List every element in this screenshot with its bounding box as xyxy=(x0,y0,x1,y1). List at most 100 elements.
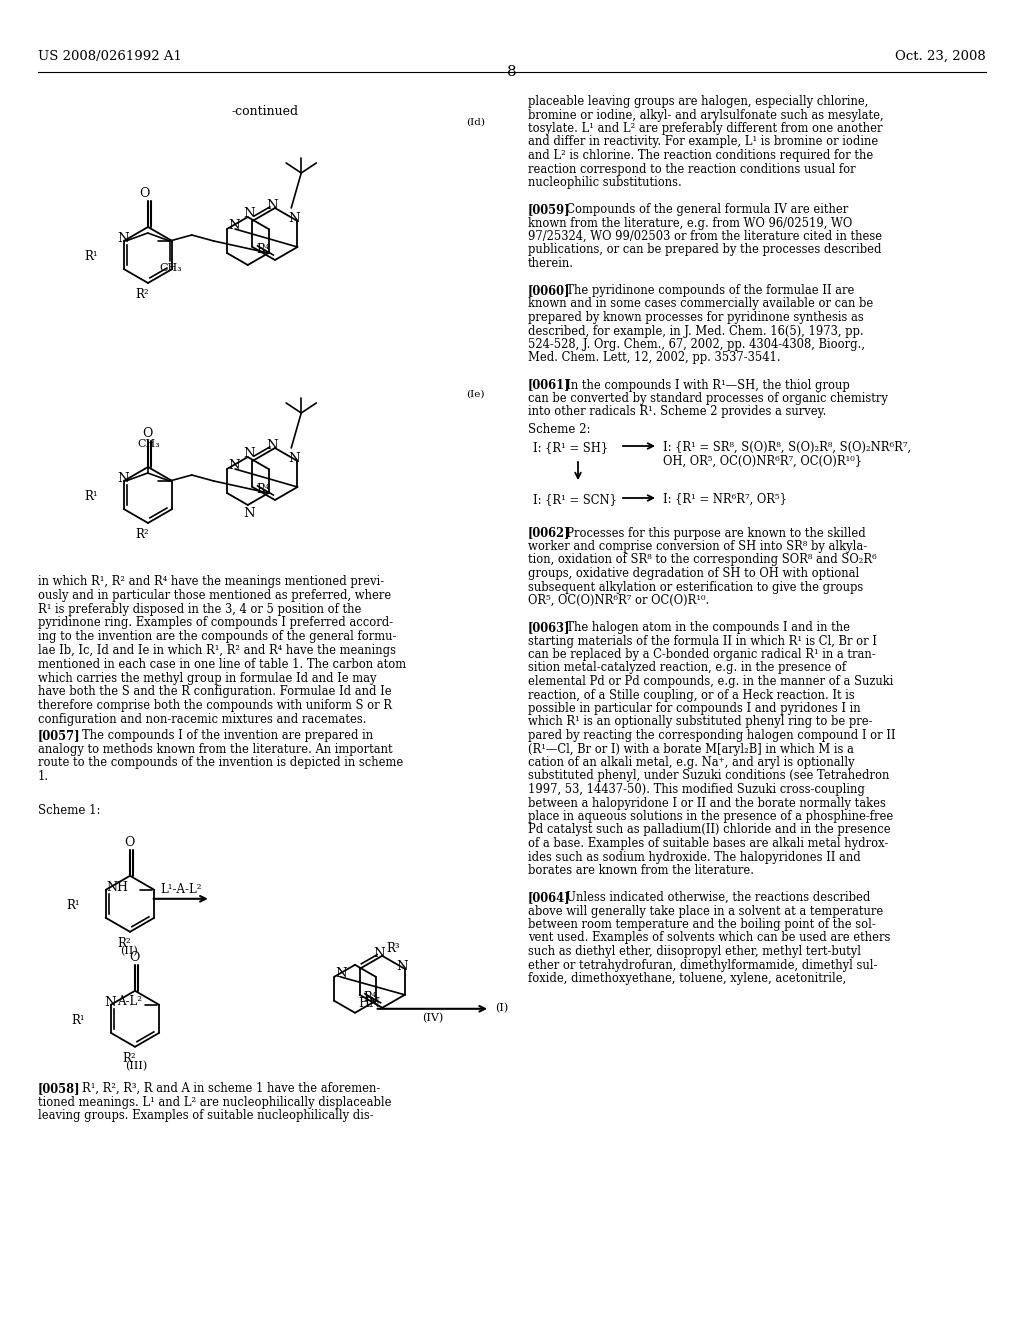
Text: mentioned in each case in one line of table 1. The carbon atom: mentioned in each case in one line of ta… xyxy=(38,657,407,671)
Text: (IV): (IV) xyxy=(422,1012,443,1023)
Text: N: N xyxy=(117,473,129,484)
Text: possible in particular for compounds I and pyridones I in: possible in particular for compounds I a… xyxy=(528,702,860,715)
Text: [0063]: [0063] xyxy=(528,620,570,634)
Text: prepared by known processes for pyridinone synthesis as: prepared by known processes for pyridino… xyxy=(528,312,864,323)
Text: publications, or can be prepared by the processes described: publications, or can be prepared by the … xyxy=(528,243,882,256)
Text: 1.: 1. xyxy=(38,770,49,783)
Text: place in aqueous solutions in the presence of a phosphine-free: place in aqueous solutions in the presen… xyxy=(528,810,893,822)
Text: (R¹—Cl, Br or I) with a borate M[aryl₂B] in which M is a: (R¹—Cl, Br or I) with a borate M[aryl₂B]… xyxy=(528,742,854,755)
Text: I: {R¹ = SCN}: I: {R¹ = SCN} xyxy=(534,492,617,506)
Text: reaction correspond to the reaction conditions usual for: reaction correspond to the reaction cond… xyxy=(528,162,856,176)
Text: between room temperature and the boiling point of the sol-: between room temperature and the boiling… xyxy=(528,917,876,931)
Text: N: N xyxy=(244,447,255,459)
Text: pyridinone ring. Examples of compounds I preferred accord-: pyridinone ring. Examples of compounds I… xyxy=(38,616,393,630)
Text: N: N xyxy=(289,451,300,465)
Text: 8: 8 xyxy=(507,65,517,79)
Text: The compounds I of the invention are prepared in: The compounds I of the invention are pre… xyxy=(82,729,373,742)
Text: cation of an alkali metal, e.g. Na⁺, and aryl is optionally: cation of an alkali metal, e.g. Na⁺, and… xyxy=(528,756,855,770)
Text: O: O xyxy=(141,426,153,440)
Text: tioned meanings. L¹ and L² are nucleophilically displaceable: tioned meanings. L¹ and L² are nucleophi… xyxy=(38,1096,391,1109)
Text: (I): (I) xyxy=(495,1003,508,1014)
Text: placeable leaving groups are halogen, especially chlorine,: placeable leaving groups are halogen, es… xyxy=(528,95,868,108)
Text: R³: R³ xyxy=(386,941,399,954)
Text: (II): (II) xyxy=(120,946,138,956)
Text: Oct. 23, 2008: Oct. 23, 2008 xyxy=(895,50,986,63)
Text: CH₃: CH₃ xyxy=(138,440,161,449)
Text: [0058]: [0058] xyxy=(38,1082,81,1094)
Text: N: N xyxy=(396,960,408,973)
Text: can be replaced by a C-bonded organic radical R¹ in a tran-: can be replaced by a C-bonded organic ra… xyxy=(528,648,876,661)
Text: such as diethyl ether, diisopropyl ether, methyl tert-butyl: such as diethyl ether, diisopropyl ether… xyxy=(528,945,861,958)
Text: R¹: R¹ xyxy=(72,1014,85,1027)
Text: N: N xyxy=(244,507,255,520)
Text: [0064]: [0064] xyxy=(528,891,570,904)
Text: The pyridinone compounds of the formulae II are: The pyridinone compounds of the formulae… xyxy=(559,284,855,297)
Text: R¹, R², R³, R and A in scheme 1 have the aforemen-: R¹, R², R³, R and A in scheme 1 have the… xyxy=(82,1082,380,1094)
Text: Compounds of the general formula IV are either: Compounds of the general formula IV are … xyxy=(559,203,849,216)
Text: R²: R² xyxy=(135,288,148,301)
Text: starting materials of the formula II in which R¹ is Cl, Br or I: starting materials of the formula II in … xyxy=(528,635,877,648)
Text: (Ie): (Ie) xyxy=(466,389,484,399)
Text: pared by reacting the corresponding halogen compound I or II: pared by reacting the corresponding halo… xyxy=(528,729,896,742)
Text: O: O xyxy=(139,187,150,201)
Text: R⁴: R⁴ xyxy=(256,483,270,496)
Text: have both the S and the R configuration. Formulae Id and Ie: have both the S and the R configuration.… xyxy=(38,685,391,698)
Text: sition metal-catalyzed reaction, e.g. in the presence of: sition metal-catalyzed reaction, e.g. in… xyxy=(528,661,846,675)
Text: In the compounds I with R¹—SH, the thiol group: In the compounds I with R¹—SH, the thiol… xyxy=(559,379,850,392)
Text: worker and comprise conversion of SH into SR⁸ by alkyla-: worker and comprise conversion of SH int… xyxy=(528,540,867,553)
Text: R²: R² xyxy=(122,1052,136,1065)
Text: R²: R² xyxy=(135,528,148,541)
Text: N: N xyxy=(374,946,385,960)
Text: which carries the methyl group in formulae Id and Ie may: which carries the methyl group in formul… xyxy=(38,672,377,685)
Text: A-L²: A-L² xyxy=(117,995,141,1007)
Text: elemental Pd or Pd compounds, e.g. in the manner of a Suzuki: elemental Pd or Pd compounds, e.g. in th… xyxy=(528,675,893,688)
Text: borates are known from the literature.: borates are known from the literature. xyxy=(528,865,754,876)
Text: known from the literature, e.g. from WO 96/02519, WO: known from the literature, e.g. from WO … xyxy=(528,216,852,230)
Text: nucleophilic substitutions.: nucleophilic substitutions. xyxy=(528,176,682,189)
Text: groups, oxidative degradation of SH to OH with optional: groups, oxidative degradation of SH to O… xyxy=(528,568,859,579)
Text: OR⁵, OC(O)NR⁶R⁷ or OC(O)R¹⁰.: OR⁵, OC(O)NR⁶R⁷ or OC(O)R¹⁰. xyxy=(528,594,710,607)
Text: O: O xyxy=(124,836,134,849)
Text: route to the compounds of the invention is depicted in scheme: route to the compounds of the invention … xyxy=(38,756,403,770)
Text: 1997, 53, 14437-50). This modified Suzuki cross-coupling: 1997, 53, 14437-50). This modified Suzuk… xyxy=(528,783,865,796)
Text: ether or tetrahydrofuran, dimethylformamide, dimethyl sul-: ether or tetrahydrofuran, dimethylformam… xyxy=(528,958,878,972)
Text: therefore comprise both the compounds with uniform S or R: therefore comprise both the compounds wi… xyxy=(38,700,392,713)
Text: The halogen atom in the compounds I and in the: The halogen atom in the compounds I and … xyxy=(559,620,850,634)
Text: Processes for this purpose are known to the skilled: Processes for this purpose are known to … xyxy=(559,527,866,540)
Text: N: N xyxy=(104,995,116,1008)
Text: [0059]: [0059] xyxy=(528,203,570,216)
Text: bromine or iodine, alkyl- and arylsulfonate such as mesylate,: bromine or iodine, alkyl- and arylsulfon… xyxy=(528,108,884,121)
Text: Unless indicated otherwise, the reactions described: Unless indicated otherwise, the reaction… xyxy=(559,891,870,904)
Text: Med. Chem. Lett, 12, 2002, pp. 3537-3541.: Med. Chem. Lett, 12, 2002, pp. 3537-3541… xyxy=(528,351,780,364)
Text: (III): (III) xyxy=(125,1061,147,1071)
Text: therein.: therein. xyxy=(528,257,574,271)
Text: OH, OR⁵, OC(O)NR⁶R⁷, OC(O)R¹⁰}: OH, OR⁵, OC(O)NR⁶R⁷, OC(O)R¹⁰} xyxy=(663,454,862,467)
Text: leaving groups. Examples of suitable nucleophilically dis-: leaving groups. Examples of suitable nuc… xyxy=(38,1109,374,1122)
Text: foxide, dimethoxyethane, toluene, xylene, acetonitrile,: foxide, dimethoxyethane, toluene, xylene… xyxy=(528,972,846,985)
Text: HN: HN xyxy=(357,997,380,1010)
Text: of a base. Examples of suitable bases are alkali metal hydrox-: of a base. Examples of suitable bases ar… xyxy=(528,837,888,850)
Text: known and in some cases commercially available or can be: known and in some cases commercially ava… xyxy=(528,297,873,310)
Text: ides such as sodium hydroxide. The halopyridones II and: ides such as sodium hydroxide. The halop… xyxy=(528,850,861,863)
Text: N: N xyxy=(244,207,255,220)
Text: into other radicals R¹. Scheme 2 provides a survey.: into other radicals R¹. Scheme 2 provide… xyxy=(528,405,826,418)
Text: 97/25324, WO 99/02503 or from the literature cited in these: 97/25324, WO 99/02503 or from the litera… xyxy=(528,230,882,243)
Text: R⁴: R⁴ xyxy=(364,991,377,1003)
Text: tion, oxidation of SR⁸ to the corresponding SOR⁸ and SO₂R⁶: tion, oxidation of SR⁸ to the correspond… xyxy=(528,553,877,566)
Text: can be converted by standard processes of organic chemistry: can be converted by standard processes o… xyxy=(528,392,888,405)
Text: L¹-A-L²: L¹-A-L² xyxy=(160,883,202,896)
Text: [0060]: [0060] xyxy=(528,284,570,297)
Text: N: N xyxy=(289,213,300,224)
Text: CH₃: CH₃ xyxy=(160,263,182,273)
Text: (Id): (Id) xyxy=(466,117,485,127)
Text: Scheme 1:: Scheme 1: xyxy=(38,804,100,817)
Text: lae Ib, Ic, Id and Ie in which R¹, R² and R⁴ have the meanings: lae Ib, Ic, Id and Ie in which R¹, R² an… xyxy=(38,644,396,657)
Text: above will generally take place in a solvent at a temperature: above will generally take place in a sol… xyxy=(528,904,884,917)
Text: NH: NH xyxy=(106,880,129,894)
Text: N: N xyxy=(266,199,278,213)
Text: Scheme 2:: Scheme 2: xyxy=(528,422,591,436)
Text: and differ in reactivity. For example, L¹ is bromine or iodine: and differ in reactivity. For example, L… xyxy=(528,136,879,149)
Text: configuration and non-racemic mixtures and racemates.: configuration and non-racemic mixtures a… xyxy=(38,713,367,726)
Text: between a halopyridone I or II and the borate normally takes: between a halopyridone I or II and the b… xyxy=(528,796,886,809)
Text: substituted phenyl, under Suzuki conditions (see Tetrahedron: substituted phenyl, under Suzuki conditi… xyxy=(528,770,890,783)
